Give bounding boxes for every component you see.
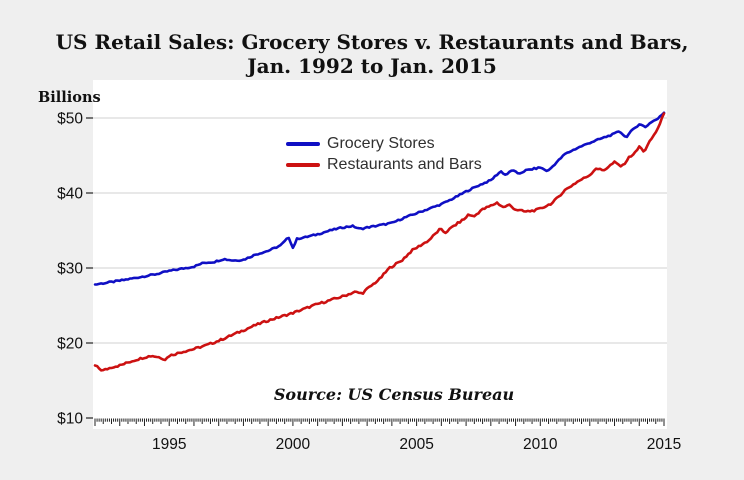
chart-title: US Retail Sales: Grocery Stores v. Resta… <box>0 30 744 78</box>
legend-label-grocery-stores: Grocery Stores <box>327 134 435 152</box>
legend-item-restaurants-and-bars: Restaurants and Bars <box>286 154 482 175</box>
chart-title-line1: US Retail Sales: Grocery Stores v. Resta… <box>55 30 689 54</box>
legend: Grocery Stores Restaurants and Bars <box>286 133 482 175</box>
y-tick-label-50: $50 <box>57 111 83 128</box>
y-tick-label-30: $30 <box>57 261 83 278</box>
source-note: Source: US Census Bureau <box>273 385 515 404</box>
legend-label-restaurants-and-bars: Restaurants and Bars <box>327 155 482 173</box>
x-tick-label-2010: 2010 <box>523 436 558 453</box>
grocery-stores-line-swatch <box>286 141 320 146</box>
legend-item-grocery-stores: Grocery Stores <box>286 133 482 154</box>
x-tick-label-2015: 2015 <box>647 436 681 453</box>
y-tick-label-20: $20 <box>57 336 83 353</box>
chart-title-line2: Jan. 1992 to Jan. 2015 <box>247 54 497 78</box>
restaurants-and-bars-line-swatch <box>286 162 320 167</box>
y-axis-unit-label: Billions <box>38 89 101 106</box>
grocery-stores-line <box>93 111 666 286</box>
y-tick-label-40: $40 <box>57 186 83 203</box>
x-tick-label-2000: 2000 <box>276 436 311 453</box>
x-tick-label-1995: 1995 <box>152 436 186 453</box>
plot-background <box>93 80 667 429</box>
y-tick-label-10: $10 <box>57 411 83 428</box>
restaurants-and-bars-line <box>93 112 666 372</box>
x-tick-label-2005: 2005 <box>399 436 433 453</box>
